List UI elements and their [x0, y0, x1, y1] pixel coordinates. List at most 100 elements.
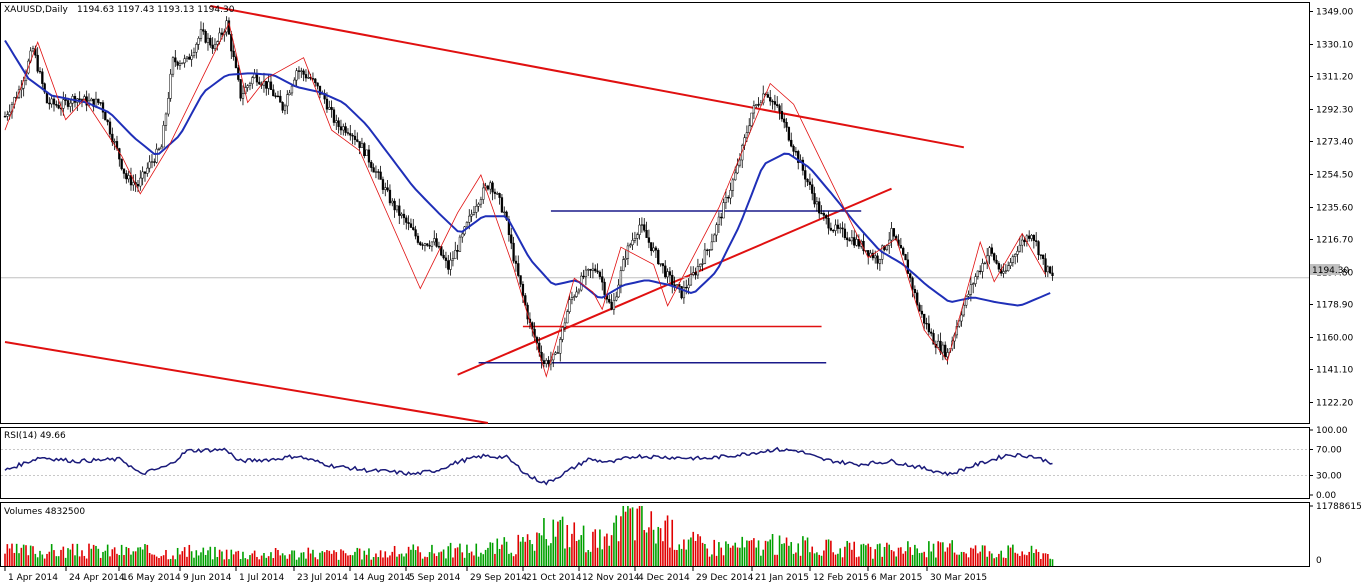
candle-body [393, 200, 396, 211]
candle-body [3, 116, 7, 118]
candle-body [822, 213, 826, 216]
volume-bar [788, 545, 790, 566]
volume-bar [792, 553, 795, 566]
candle-body [594, 268, 597, 272]
volume-bar [932, 543, 935, 566]
volume-bar [858, 556, 860, 566]
volume-bar [333, 550, 335, 566]
candle-body [267, 81, 270, 89]
candle-body [773, 101, 777, 105]
volume-bar [410, 549, 412, 566]
candle-body [671, 274, 674, 286]
volume-bar [508, 553, 510, 566]
volume-bar [718, 542, 720, 566]
volume-bar [174, 559, 177, 566]
candle-body [790, 139, 793, 147]
candle-body [330, 107, 333, 110]
volume-bar [937, 541, 939, 566]
volume-bar [496, 538, 499, 566]
candle-body [1011, 256, 1015, 263]
x-tick-label: 29 Sep 2014 [470, 573, 527, 583]
candle-body [750, 112, 753, 127]
candle-body [220, 32, 224, 35]
candle-body [664, 265, 667, 278]
volume-bar [4, 553, 6, 566]
candle-body [780, 111, 784, 120]
candle-body [622, 259, 625, 271]
volume-bar [71, 543, 74, 566]
volume-bar [321, 551, 324, 566]
candle-body [153, 161, 156, 163]
volume-bar [326, 550, 328, 566]
candle-body [31, 48, 35, 52]
candle-body [855, 239, 858, 246]
candle-body [776, 104, 779, 106]
candle-body [706, 249, 709, 251]
candle-body [836, 224, 840, 229]
volume-bar [650, 511, 653, 566]
candle-body [62, 99, 65, 109]
volume-bar [323, 552, 326, 566]
volume-bar [1007, 545, 1009, 566]
volume-panel-frame [0, 502, 1310, 567]
candle-body [367, 149, 371, 163]
candle-body [694, 272, 697, 276]
volume-bar [132, 551, 135, 566]
volume-bar [482, 554, 485, 566]
volume-bar [167, 559, 170, 566]
candle-body [727, 197, 730, 199]
volume-bar [895, 556, 898, 566]
volume-bar [456, 547, 459, 566]
volume-bar [830, 540, 832, 566]
x-tick-label: 6 Mar 2015 [871, 573, 922, 583]
volume-bar [330, 553, 333, 566]
volume-bar [1044, 553, 1047, 566]
candle-body [983, 262, 987, 265]
volume-bar [435, 556, 438, 566]
volume-bar [291, 550, 293, 566]
candle-body [337, 120, 340, 127]
volume-bar [837, 553, 839, 566]
volume-bar [757, 540, 760, 566]
candle-body [332, 109, 336, 123]
volume-bar [153, 554, 156, 566]
candle-body [52, 98, 56, 105]
candle-body [981, 263, 984, 272]
volume-bar [160, 556, 163, 566]
symbol-label: XAUUSD,Daily [4, 5, 68, 15]
volume-bar [424, 556, 426, 566]
candle-body [451, 258, 455, 261]
candle-body [696, 266, 700, 276]
volume-bar [386, 557, 389, 566]
volume-bar [522, 537, 524, 566]
volume-bar [750, 540, 753, 566]
volume-bar [1021, 551, 1023, 566]
candle-body [685, 286, 688, 289]
candle-body [916, 292, 919, 306]
volume-bar [862, 543, 865, 566]
candle-body [958, 320, 961, 327]
candle-body [486, 185, 490, 190]
volume-bar [445, 558, 447, 566]
volume-bar [90, 548, 93, 566]
candle-body [577, 289, 581, 293]
candle-body [241, 93, 245, 99]
candle-body [608, 298, 611, 303]
volume-bar [218, 549, 221, 566]
volume-bar [683, 539, 685, 566]
candle-body [318, 85, 322, 95]
candle-body [878, 259, 882, 264]
candle-body [636, 234, 639, 239]
volume-bar [720, 547, 723, 566]
candle-body [974, 276, 977, 284]
candle-body [174, 57, 177, 63]
volume-bar [328, 550, 331, 566]
candle-body [416, 235, 420, 243]
candle-body [136, 184, 140, 187]
volume-bar [526, 534, 529, 566]
volume-bar [309, 553, 312, 566]
candle-body [498, 193, 501, 198]
candle-body [388, 189, 392, 204]
y-tick-label: 1292.30 [1316, 106, 1353, 116]
volume-bar [1040, 558, 1042, 566]
